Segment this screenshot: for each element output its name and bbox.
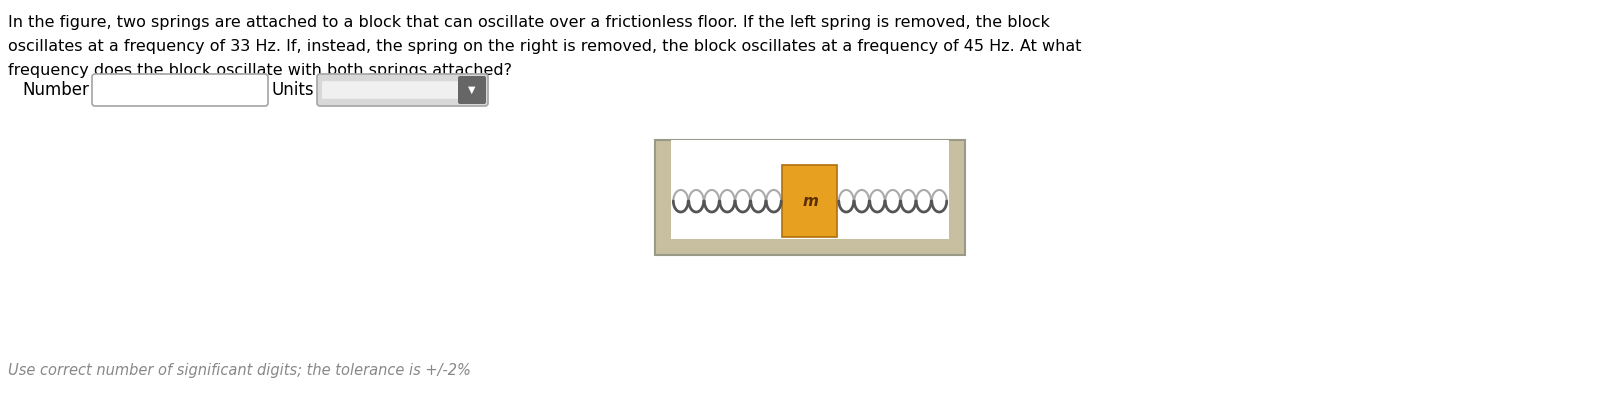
Bar [655,140,964,255]
FancyBboxPatch shape [458,76,485,104]
Text: Number: Number [23,81,89,99]
FancyBboxPatch shape [322,81,460,99]
Text: m: m [803,193,819,209]
Text: Units: Units [272,81,314,99]
Bar [671,140,950,239]
Text: oscillates at a frequency of 33 Hz. If, instead, the spring on the right is remo: oscillates at a frequency of 33 Hz. If, … [8,39,1081,54]
Bar [460,78,484,102]
Bar [783,165,838,237]
FancyBboxPatch shape [317,74,489,106]
Text: Use correct number of significant digits; the tolerance is +/-2%: Use correct number of significant digits… [8,363,471,378]
Text: In the figure, two springs are attached to a block that can oscillate over a fri: In the figure, two springs are attached … [8,15,1050,30]
FancyBboxPatch shape [92,74,269,106]
Text: ▼: ▼ [468,85,476,95]
Text: frequency does the block oscillate with both springs attached?: frequency does the block oscillate with … [8,63,511,78]
